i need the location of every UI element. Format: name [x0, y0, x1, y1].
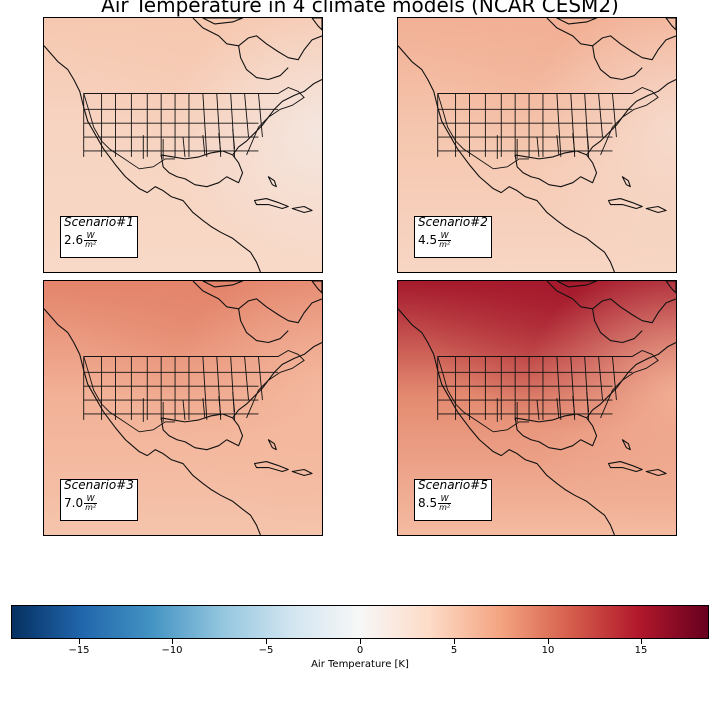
colorbar-tick — [641, 639, 642, 644]
unit-denominator: m² — [439, 240, 451, 249]
colorbar-tick — [454, 639, 455, 644]
colorbar-tick — [172, 639, 173, 644]
forcing-value: 8.5 — [418, 496, 438, 510]
unit-denominator: m² — [85, 503, 97, 512]
unit-numerator: W — [84, 495, 98, 504]
colorbar-tick — [548, 639, 549, 644]
colorbar-tick — [79, 639, 80, 644]
scenario-label: Scenario#1 — [64, 215, 134, 229]
unit-denominator: m² — [85, 240, 97, 249]
colorbar-tick-label: −10 — [161, 645, 183, 656]
forcing-value: 2.6 — [64, 233, 84, 247]
temperature-map — [44, 18, 322, 272]
colorbar-tick-label: 15 — [634, 645, 648, 656]
colorbar-tick — [266, 639, 267, 644]
unit-numerator: W — [438, 495, 452, 504]
colorbar-tick-label: −5 — [258, 645, 274, 656]
scenario-label: Scenario#2 — [418, 215, 488, 229]
colorbar-tick — [360, 639, 361, 644]
unit-numerator: W — [84, 232, 98, 241]
unit-denominator: m² — [439, 503, 451, 512]
figure-title: Air Temperature in 4 climate models (NCA… — [101, 0, 619, 17]
forcing-value: 4.5 — [418, 233, 438, 247]
scenario-label: Scenario#5 — [418, 478, 488, 492]
colorbar-tick-label: 0 — [356, 645, 364, 656]
forcing-value: 7.0 — [64, 496, 84, 510]
colorbar-tick-label: 5 — [450, 645, 458, 656]
colorbar — [11, 605, 709, 639]
scenario-label: Scenario#3 — [64, 478, 134, 492]
unit-numerator: W — [438, 232, 452, 241]
colorbar-label: Air Temperature [K] — [311, 659, 409, 670]
colorbar-tick-label: 10 — [541, 645, 555, 656]
colorbar-tick-label: −15 — [68, 645, 90, 656]
